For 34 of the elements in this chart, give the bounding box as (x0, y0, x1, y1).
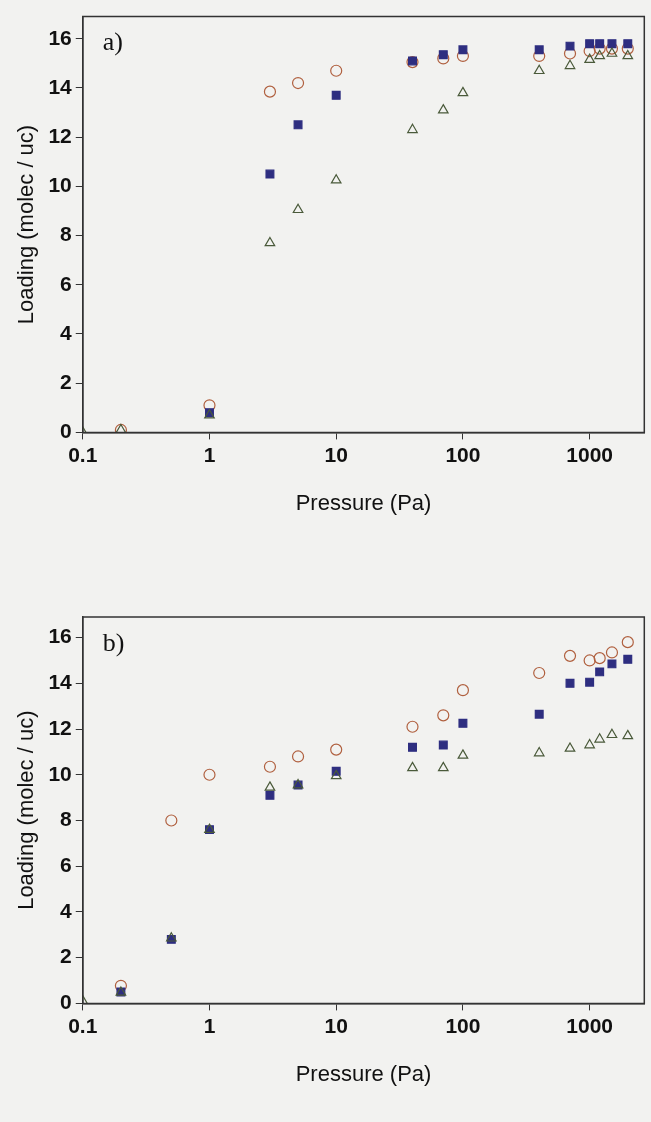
y-tick-label: 8 (60, 222, 73, 246)
y-tick-label: 12 (48, 715, 72, 739)
annotation: b) (102, 627, 125, 657)
x-tick-label: 100 (445, 442, 481, 466)
y-tick-label: 2 (60, 369, 72, 393)
y-axis-title: Loading (molec / uc) (13, 710, 39, 910)
y-tick-label: 4 (60, 320, 73, 344)
y-tick-label: 8 (60, 807, 73, 831)
y-tick-label: 2 (60, 944, 72, 968)
y-tick-label: 16 (48, 624, 72, 648)
annotation: a) (102, 27, 123, 57)
y-tick-label: 0 (60, 990, 72, 1014)
x-tick-label: 0.1 (68, 1013, 98, 1037)
x-tick-label: 1 (203, 1013, 216, 1037)
y-tick-label: 14 (48, 670, 73, 694)
x-tick-label: 10 (324, 1013, 348, 1037)
y-tick-label: 6 (60, 853, 72, 877)
y-tick-label: 12 (48, 123, 72, 147)
x-tick-label: 1 (203, 442, 216, 466)
y-tick-label: 10 (48, 761, 72, 785)
y-tick-label: 10 (48, 173, 72, 197)
y-tick-label: 0 (60, 419, 72, 443)
y-tick-label: 16 (48, 25, 72, 49)
x-tick-label: 10 (324, 442, 348, 466)
y-axis-title: Loading (molec / uc) (13, 124, 39, 325)
x-tick-label: 1000 (566, 442, 613, 466)
x-tick-label: 0.1 (68, 442, 98, 466)
y-tick-label: 4 (60, 898, 73, 922)
x-tick-label: 1000 (566, 1013, 613, 1037)
y-tick-label: 14 (48, 74, 73, 98)
x-tick-label: 100 (445, 1013, 481, 1037)
x-axis-title: Pressure (Pa) (295, 489, 432, 515)
y-tick-label: 6 (60, 271, 72, 295)
x-axis-title: Pressure (Pa) (295, 1060, 432, 1086)
